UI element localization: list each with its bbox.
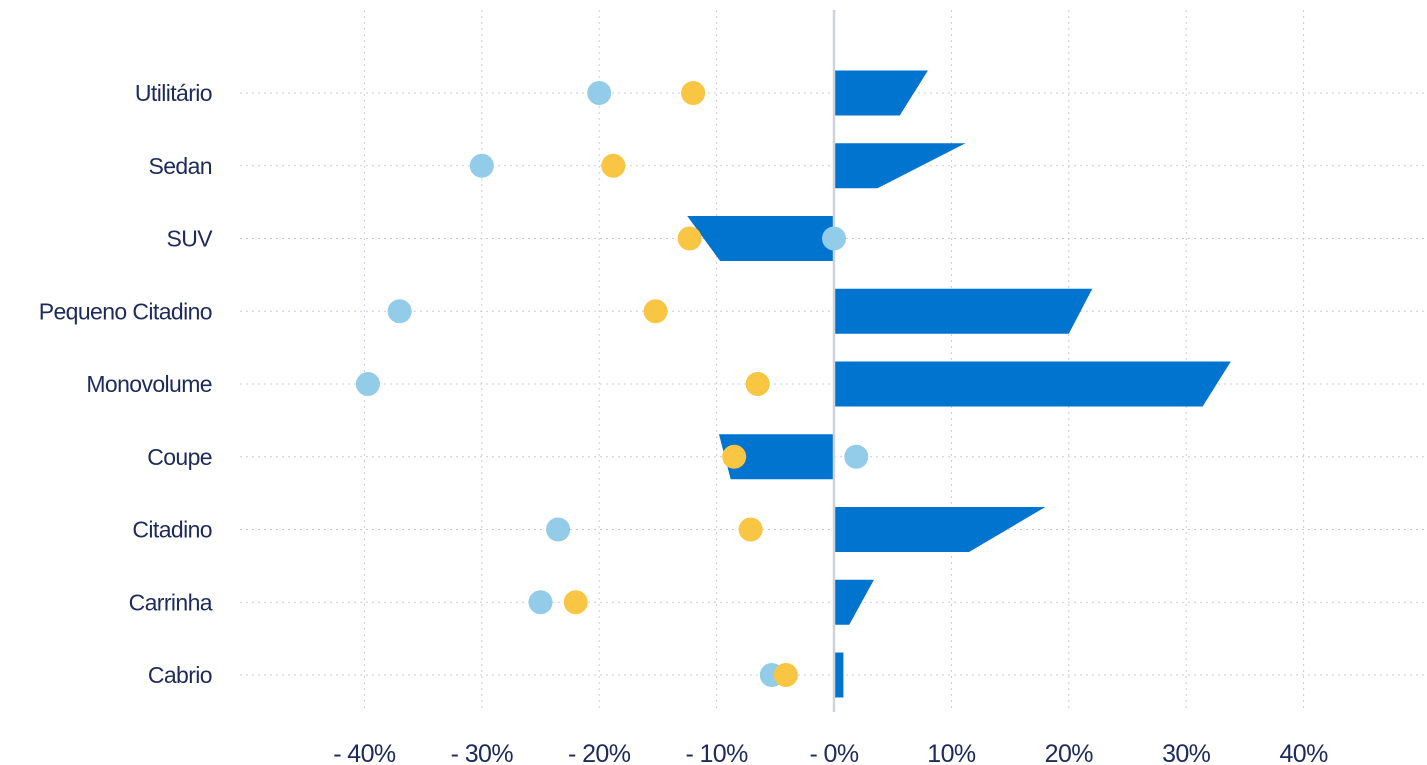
category-label: Cabrio xyxy=(148,662,212,688)
category-label: Pequeno Citadino xyxy=(39,298,212,324)
point-yellow-coupe xyxy=(722,444,747,469)
bar-pequeno-citadino xyxy=(834,288,1093,334)
point-blue-coupe xyxy=(844,444,869,469)
point-blue-pequeno-citadino xyxy=(387,299,412,324)
point-blue-utilit-rio xyxy=(587,81,612,105)
point-yellow-pequeno-citadino xyxy=(643,299,668,324)
point-yellow-utilit-rio xyxy=(681,81,706,105)
bar-sedan xyxy=(834,143,966,189)
x-tick-label: - 20% xyxy=(568,740,631,765)
category-label: Utilitário xyxy=(135,80,212,106)
bar-carrinha xyxy=(834,579,874,625)
x-tick-label: 20% xyxy=(1045,740,1094,765)
bar-citadino xyxy=(834,507,1046,552)
point-yellow-cabrio xyxy=(773,663,798,687)
category-labels: Utilitário Sedan SUV Pequeno Citadino Monovo… xyxy=(39,80,214,688)
point-blue-sedan xyxy=(469,153,494,178)
x-tick-labels: - 40% - 30% - 20% - 10% - 0% 10% 20% 30% 40% xyxy=(333,740,1328,765)
category-label: Monovolume xyxy=(86,371,212,397)
x-tick-label: - 10% xyxy=(685,740,748,765)
category-label: Coupe xyxy=(147,444,212,470)
x-tick-label: 10% xyxy=(927,740,976,765)
point-yellow-monovolume xyxy=(745,372,770,396)
category-label: Carrinha xyxy=(129,589,213,615)
bar-cabrio xyxy=(834,652,844,698)
point-yellow-carrinha xyxy=(563,590,588,615)
bar-monovolume xyxy=(834,361,1231,407)
x-tick-label: - 30% xyxy=(451,740,514,765)
point-blue-suv xyxy=(822,226,846,251)
points xyxy=(355,81,869,687)
point-blue-monovolume xyxy=(355,372,380,396)
bar-suv xyxy=(687,216,834,261)
x-tick-label: - 40% xyxy=(333,740,396,765)
x-tick-label: - 0% xyxy=(809,740,858,765)
bar-utilit-rio xyxy=(834,70,928,116)
bars xyxy=(687,70,1231,698)
x-tick-label: 30% xyxy=(1162,740,1211,765)
category-label: Citadino xyxy=(132,517,212,543)
category-label: SUV xyxy=(167,226,214,252)
point-blue-carrinha xyxy=(528,590,553,615)
point-yellow-citadino xyxy=(738,517,763,542)
point-yellow-sedan xyxy=(601,153,626,178)
point-yellow-suv xyxy=(677,226,702,251)
x-tick-label: 40% xyxy=(1279,740,1328,765)
bar-coupe xyxy=(718,434,834,480)
point-blue-citadino xyxy=(546,517,571,542)
category-label: Sedan xyxy=(148,153,212,179)
